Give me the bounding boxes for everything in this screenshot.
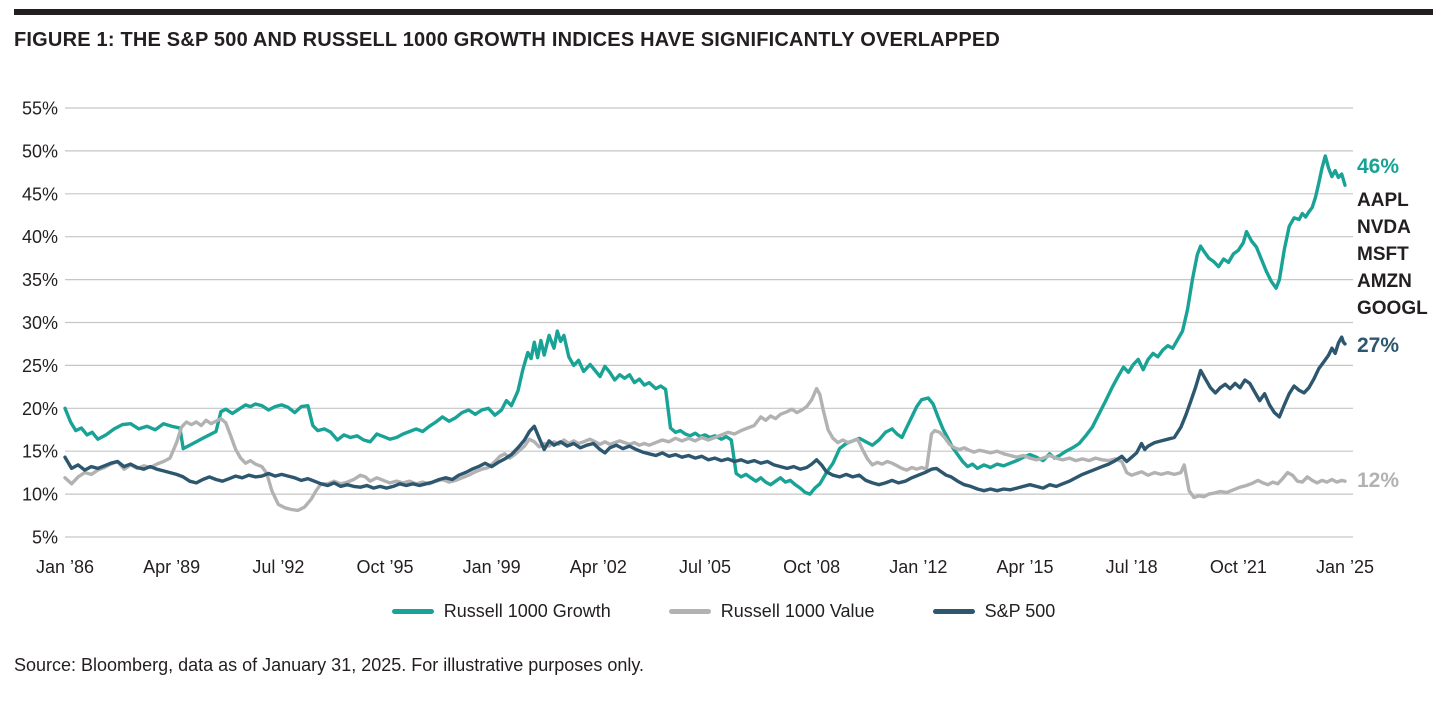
y-axis-tick-label: 10%: [22, 485, 58, 505]
ticker-amzn: AMZN: [1357, 271, 1412, 292]
y-axis-tick-label: 5%: [32, 528, 58, 548]
x-axis-tick-label: Jan ’25: [1316, 557, 1374, 577]
legend-label-sp500: S&P 500: [984, 601, 1056, 621]
x-axis-tick-label: Oct ’95: [356, 557, 413, 577]
x-axis-tick-label: Apr ’89: [143, 557, 200, 577]
legend-label-value: Russell 1000 Value: [720, 601, 875, 621]
x-axis-tick-label: Apr ’15: [996, 557, 1053, 577]
ticker-msft: MSFT: [1357, 244, 1409, 265]
x-axis-tick-label: Jan ’12: [889, 557, 947, 577]
y-axis-tick-label: 15%: [22, 442, 58, 462]
y-axis-tick-label: 50%: [22, 141, 58, 161]
legend-item-sp500: S&P 500: [932, 601, 1056, 622]
y-axis-tick-label: 40%: [22, 227, 58, 247]
x-axis-tick-label: Jul ’18: [1106, 557, 1158, 577]
chart-legend: Russell 1000 Growth Russell 1000 Value S…: [0, 601, 1447, 622]
x-axis-tick-label: Jul ’92: [252, 557, 304, 577]
series-line-russell-1000-value: [63, 386, 1347, 513]
top-rule: [14, 9, 1433, 15]
ticker-googl: GOOGL: [1357, 298, 1428, 319]
growth-line-swatch-icon: [391, 609, 434, 614]
figure-title: FIGURE 1: THE S&P 500 AND RUSSELL 1000 G…: [14, 29, 1001, 51]
x-axis-tick-label: Oct ’21: [1210, 557, 1267, 577]
x-axis-tick-label: Jan ’86: [36, 557, 94, 577]
series-line-russell-1000-growth: [63, 154, 1347, 496]
y-axis-tick-label: 55%: [22, 99, 58, 119]
series-line-sp500: [63, 335, 1347, 493]
ticker-nvda: NVDA: [1357, 217, 1411, 238]
x-axis-tick-label: Apr ’02: [570, 557, 627, 577]
x-axis-tick-label: Oct ’08: [783, 557, 840, 577]
y-axis-tick-label: 20%: [22, 399, 58, 419]
value-line-swatch-icon: [668, 609, 711, 614]
sp500-end-value-label: 27%: [1357, 334, 1400, 357]
legend-item-russell-1000-growth: Russell 1000 Growth: [391, 601, 611, 622]
x-axis-tick-label: Jan ’99: [463, 557, 521, 577]
y-axis-tick-label: 35%: [22, 270, 58, 290]
legend-label-growth: Russell 1000 Growth: [443, 601, 611, 621]
growth-end-value-label: 46%: [1357, 155, 1400, 178]
ticker-aapl: AAPL: [1357, 190, 1409, 211]
y-axis-tick-label: 45%: [22, 184, 58, 204]
source-note: Source: Bloomberg, data as of January 31…: [14, 655, 645, 675]
legend-item-russell-1000-value: Russell 1000 Value: [668, 601, 875, 622]
y-axis-tick-label: 30%: [22, 313, 58, 333]
value-end-value-label: 12%: [1357, 469, 1400, 492]
x-axis-tick-label: Jul ’05: [679, 557, 731, 577]
top-holdings-tickers: AAPL NVDA MSFT AMZN GOOGL: [1357, 187, 1428, 322]
y-axis-tick-label: 25%: [22, 356, 58, 376]
sp500-line-swatch-icon: [932, 609, 975, 614]
